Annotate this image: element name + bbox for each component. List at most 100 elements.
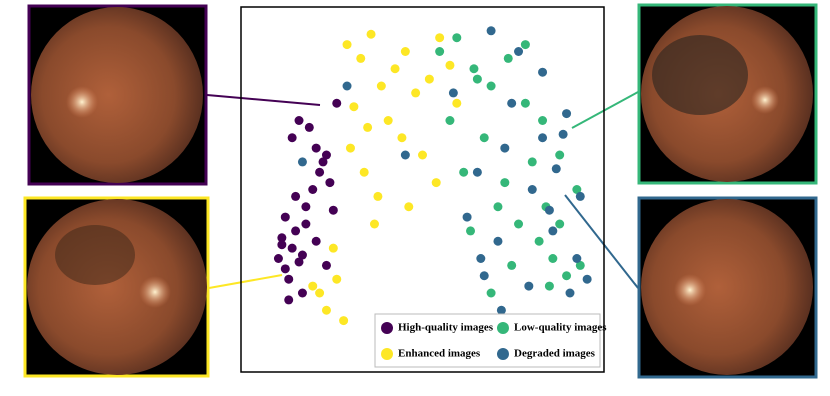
point	[297, 288, 307, 298]
legend-marker	[497, 322, 509, 334]
point	[472, 167, 482, 177]
legend-marker	[381, 348, 393, 360]
point	[448, 88, 458, 98]
point	[297, 157, 307, 167]
point	[321, 260, 331, 270]
point	[294, 116, 304, 125]
legend-label: High-quality images	[398, 322, 494, 334]
point	[538, 67, 548, 77]
point	[328, 243, 338, 253]
point	[548, 254, 558, 263]
point	[369, 219, 379, 229]
point	[520, 40, 530, 50]
legend-label: Degraded images	[514, 348, 596, 360]
point	[342, 40, 352, 50]
point	[301, 219, 311, 229]
point	[373, 191, 383, 201]
point	[575, 191, 585, 201]
point	[572, 254, 582, 263]
point	[325, 178, 335, 188]
point	[284, 295, 294, 305]
point	[277, 233, 287, 243]
point	[304, 122, 314, 132]
legend-marker	[497, 348, 509, 360]
point	[342, 81, 352, 91]
point	[294, 257, 304, 267]
point	[445, 60, 455, 70]
point	[400, 150, 410, 160]
point	[562, 271, 572, 281]
point	[527, 157, 537, 167]
point	[345, 143, 355, 153]
point	[551, 164, 561, 174]
point	[503, 53, 513, 63]
point	[493, 202, 503, 212]
point	[520, 98, 530, 108]
point	[476, 254, 486, 263]
point	[538, 116, 548, 125]
point	[479, 271, 489, 281]
point	[435, 33, 445, 43]
point	[445, 116, 455, 125]
legend-entries: High-quality images Low-quality images Enh…	[381, 322, 607, 360]
point	[383, 116, 393, 125]
point	[538, 133, 548, 143]
connector	[564, 194, 639, 289]
fundus	[31, 7, 203, 183]
point	[363, 122, 373, 132]
point	[466, 226, 476, 236]
connectors	[206, 91, 639, 289]
point	[273, 254, 283, 263]
point	[418, 150, 427, 160]
optic-disc	[674, 274, 706, 306]
point	[462, 212, 472, 222]
point	[404, 202, 414, 212]
point	[366, 29, 376, 39]
point	[321, 305, 331, 315]
point	[287, 133, 297, 143]
point	[555, 150, 565, 160]
point	[311, 236, 321, 246]
point	[496, 305, 506, 315]
point	[315, 288, 325, 298]
point	[376, 81, 386, 91]
point	[411, 88, 421, 98]
shadow	[55, 225, 135, 285]
point	[514, 47, 524, 56]
point	[514, 219, 524, 229]
point	[280, 264, 290, 274]
point	[280, 212, 290, 222]
point	[397, 133, 407, 143]
point	[527, 185, 537, 194]
point	[424, 74, 434, 84]
point	[301, 202, 311, 212]
point	[500, 143, 510, 153]
point	[486, 288, 496, 298]
connector	[206, 94, 321, 106]
fundus	[641, 199, 813, 375]
point	[297, 250, 307, 260]
point	[311, 143, 321, 153]
point	[435, 47, 445, 56]
point	[507, 260, 517, 270]
legend-label: Low-quality images	[514, 322, 607, 334]
point	[565, 288, 575, 298]
point	[524, 281, 534, 291]
point	[332, 98, 342, 108]
point	[332, 274, 342, 284]
points	[273, 26, 592, 332]
point	[308, 185, 318, 194]
point	[469, 64, 479, 74]
point	[544, 281, 554, 291]
legend-marker	[381, 322, 393, 334]
connector	[571, 91, 639, 129]
point	[291, 226, 301, 236]
point	[459, 167, 469, 177]
point	[291, 191, 301, 201]
point	[452, 98, 462, 108]
connector	[208, 274, 283, 289]
optic-disc	[139, 276, 171, 308]
legend	[374, 313, 601, 368]
point	[452, 33, 462, 43]
